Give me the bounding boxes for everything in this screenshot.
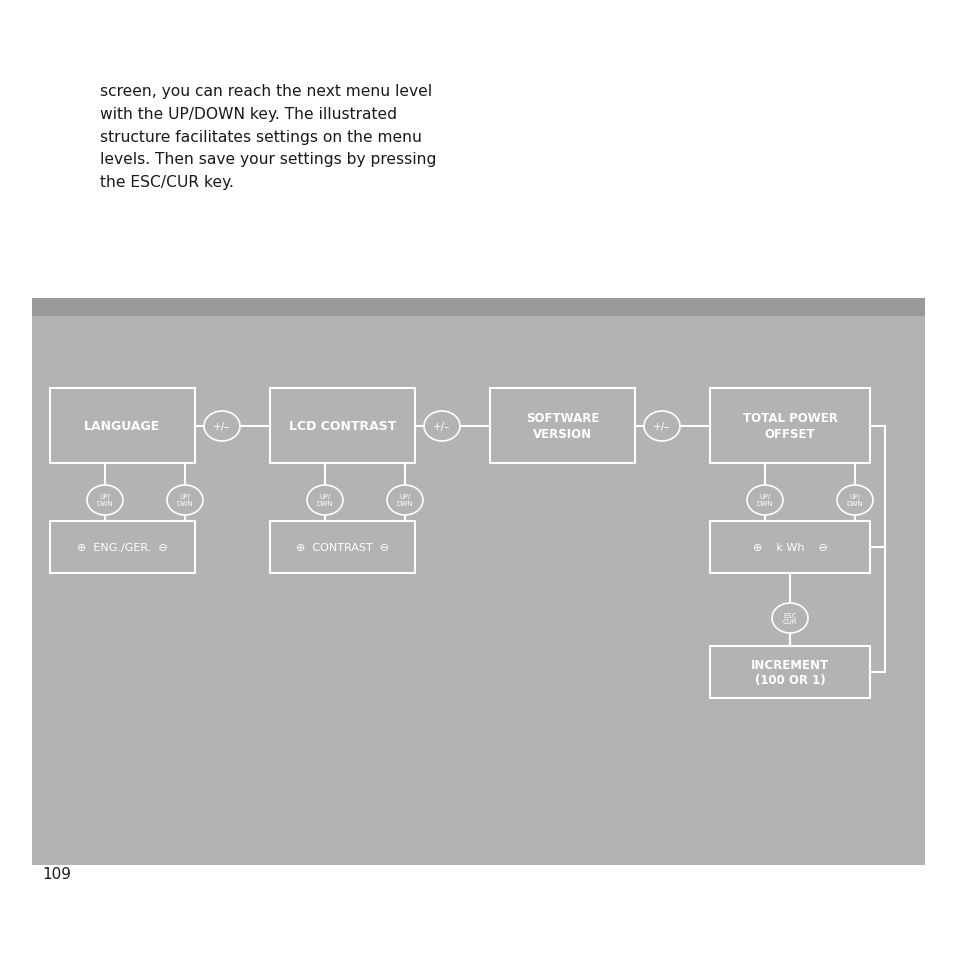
FancyBboxPatch shape	[490, 389, 635, 463]
Text: ⊕  CONTRAST  ⊖: ⊕ CONTRAST ⊖	[295, 542, 389, 553]
FancyBboxPatch shape	[32, 298, 924, 865]
Text: INCREMENT
(100 OR 1): INCREMENT (100 OR 1)	[750, 659, 828, 686]
FancyBboxPatch shape	[32, 298, 924, 316]
Ellipse shape	[771, 603, 807, 634]
Text: UP/
DWN: UP/ DWN	[316, 494, 333, 507]
Text: LCD CONTRAST: LCD CONTRAST	[289, 419, 395, 433]
Text: UP/
DWN: UP/ DWN	[846, 494, 862, 507]
FancyBboxPatch shape	[709, 521, 869, 574]
Text: UP/
DWN: UP/ DWN	[396, 494, 413, 507]
Text: SOFTWARE
VERSION: SOFTWARE VERSION	[525, 412, 598, 440]
FancyBboxPatch shape	[709, 646, 869, 699]
FancyBboxPatch shape	[270, 521, 415, 574]
Ellipse shape	[87, 485, 123, 516]
Ellipse shape	[387, 485, 422, 516]
Ellipse shape	[746, 485, 782, 516]
Text: ⊕    k Wh    ⊖: ⊕ k Wh ⊖	[752, 542, 826, 553]
Ellipse shape	[204, 412, 240, 441]
Text: LANGUAGE: LANGUAGE	[84, 419, 160, 433]
Text: screen, you can reach the next menu level
with the UP/DOWN key. The illustrated
: screen, you can reach the next menu leve…	[100, 84, 436, 190]
Text: +/–: +/–	[213, 421, 231, 432]
Ellipse shape	[167, 485, 203, 516]
FancyBboxPatch shape	[50, 521, 194, 574]
Text: UP/
DWN: UP/ DWN	[96, 494, 113, 507]
Text: ⊕  ENG./GER.  ⊖: ⊕ ENG./GER. ⊖	[77, 542, 168, 553]
Ellipse shape	[836, 485, 872, 516]
Text: UP/
DWN: UP/ DWN	[176, 494, 193, 507]
Text: ESC
CUR: ESC CUR	[781, 612, 797, 625]
Text: +/–: +/–	[653, 421, 670, 432]
Text: TOTAL POWER
OFFSET: TOTAL POWER OFFSET	[741, 412, 837, 440]
FancyBboxPatch shape	[270, 389, 415, 463]
FancyBboxPatch shape	[50, 389, 194, 463]
FancyBboxPatch shape	[709, 389, 869, 463]
Ellipse shape	[423, 412, 459, 441]
Text: 109: 109	[42, 866, 71, 882]
Ellipse shape	[643, 412, 679, 441]
Text: +/–: +/–	[433, 421, 450, 432]
Ellipse shape	[307, 485, 343, 516]
Text: UP/
DWN: UP/ DWN	[756, 494, 772, 507]
